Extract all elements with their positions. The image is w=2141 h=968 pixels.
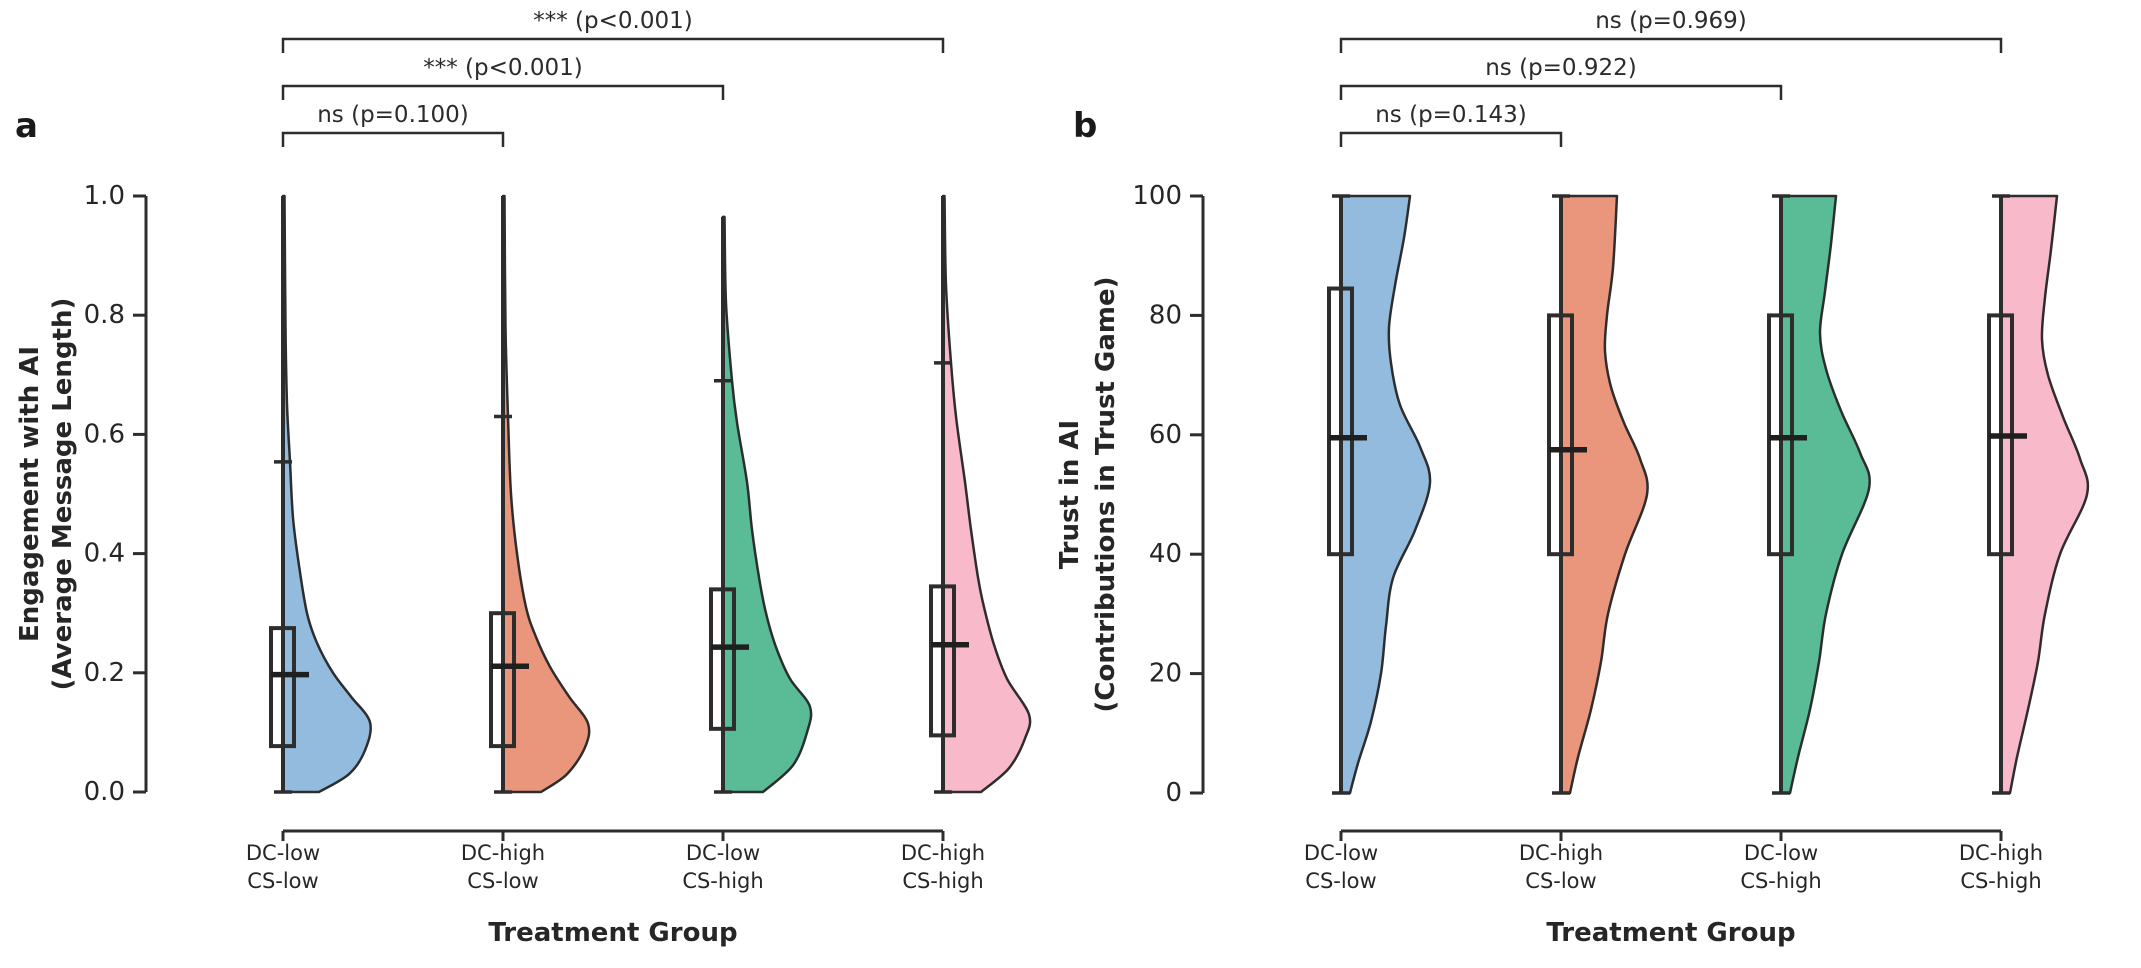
violin-group-a-4	[929, 194, 1032, 794]
x-tick-label-line2: CS-high	[1960, 869, 2041, 893]
significance-label: *** (p<0.001)	[533, 8, 692, 34]
violin-group-a-1	[269, 194, 372, 794]
y-tick-label: 0.4	[84, 539, 125, 569]
violin-group-b-3	[1767, 194, 1871, 795]
significance-bracket-b-3: ns (p=0.969)	[1339, 8, 2003, 53]
y-tick-label: 100	[1132, 181, 1182, 211]
y-axis-a: 0.0 0.2 0.4 0.6 0.8 1.0 Engagement with AI (Ave…	[15, 181, 148, 807]
x-tick-label-line1: DC-high	[1959, 841, 2043, 865]
bracket-line	[281, 131, 505, 147]
y-tick-label: 60	[1149, 420, 1182, 450]
x-tick-label-line2: CS-low	[467, 869, 538, 893]
box	[929, 584, 956, 738]
y-axis-label-line2: (Contributions in Trust Game)	[1091, 277, 1121, 713]
y-tick-label: 20	[1149, 659, 1182, 689]
half-violin	[1339, 194, 1432, 795]
x-tick-label-line2: CS-low	[1305, 869, 1376, 893]
x-tick-label-line2: CS-high	[682, 869, 763, 893]
y-tick-label: 1.0	[84, 181, 125, 211]
y-tick-label: 0.8	[84, 300, 125, 330]
x-tick-label-line1: DC-low	[1744, 841, 1818, 865]
panel-a: 0.0 0.2 0.4 0.6 0.8 1.0 Engagement with AI (Ave…	[15, 8, 1032, 948]
significance-bracket-a-1: ns (p=0.100)	[281, 102, 505, 147]
significance-bracket-b-2: ns (p=0.922)	[1339, 55, 1783, 100]
significance-label: ns (p=0.922)	[1485, 55, 1637, 81]
bracket-line	[1339, 84, 1783, 100]
y-axis-label-line2: (Average Message Length)	[48, 298, 78, 691]
x-axis-label: Treatment Group	[1546, 918, 1795, 948]
x-tick-label-line2: CS-low	[247, 869, 318, 893]
significance-bracket-a-3: *** (p<0.001)	[281, 8, 945, 53]
y-axis-b: 0 20 40 60 80 100 Trust in AI (Contributions in…	[1055, 181, 1205, 808]
significance-label: *** (p<0.001)	[423, 55, 582, 81]
x-tick-label-line1: DC-high	[1519, 841, 1603, 865]
x-tick-label-line1: DC-low	[1304, 841, 1378, 865]
y-axis-label-line1: Engagement with AI	[15, 346, 45, 642]
significance-label: ns (p=0.100)	[317, 102, 469, 128]
x-tick-label-line1: DC-high	[461, 841, 545, 865]
half-violin	[501, 194, 591, 794]
violin-group-b-4	[1987, 194, 2090, 795]
x-axis-a: DC-low CS-low DC-high CS-low DC-low CS-high DC…	[246, 829, 985, 948]
bracket-line	[281, 37, 945, 53]
violin-group-b-2	[1547, 194, 1649, 795]
half-violin	[1559, 194, 1649, 795]
violin-group-a-2	[489, 194, 591, 794]
x-tick-label-line1: DC-high	[901, 841, 985, 865]
significance-bracket-a-2: *** (p<0.001)	[281, 55, 725, 100]
x-tick-label-line2: CS-high	[1740, 869, 1821, 893]
x-tick-label-line1: DC-low	[686, 841, 760, 865]
bracket-line	[1339, 131, 1563, 147]
panel-letter-a: a	[15, 106, 38, 146]
x-tick-label-line1: DC-low	[246, 841, 320, 865]
x-axis-label: Treatment Group	[488, 918, 737, 948]
y-tick-label: 0	[1165, 778, 1182, 808]
violin-group-b-1	[1327, 194, 1432, 795]
half-violin	[1779, 194, 1871, 795]
violin-group-a-3	[709, 215, 813, 794]
box	[1327, 286, 1354, 557]
half-violin	[281, 194, 372, 794]
y-tick-label: 0.0	[84, 777, 125, 807]
y-tick-label: 0.6	[84, 419, 125, 449]
half-violin	[1999, 194, 2090, 795]
box	[1767, 313, 1794, 557]
box	[709, 587, 736, 731]
x-tick-label-line2: CS-low	[1525, 869, 1596, 893]
x-tick-label-line2: CS-high	[902, 869, 983, 893]
y-tick-label: 0.2	[84, 658, 125, 688]
bracket-line	[281, 84, 725, 100]
bracket-line	[1339, 37, 2003, 53]
box	[269, 626, 296, 749]
y-tick-label: 40	[1149, 539, 1182, 569]
box	[489, 611, 516, 749]
box	[1547, 313, 1574, 557]
y-tick-label: 80	[1149, 300, 1182, 330]
significance-bracket-b-1: ns (p=0.143)	[1339, 102, 1563, 147]
panel-b: 0 20 40 60 80 100 Trust in AI (Contributions in…	[1055, 8, 2090, 948]
y-axis-label-line1: Trust in AI	[1055, 420, 1085, 569]
significance-label: ns (p=0.969)	[1595, 8, 1747, 34]
panel-letter-b: b	[1073, 106, 1097, 146]
x-axis-b: DC-low CS-low DC-high CS-low DC-low CS-high DC…	[1304, 829, 2043, 948]
significance-label: ns (p=0.143)	[1375, 102, 1527, 128]
